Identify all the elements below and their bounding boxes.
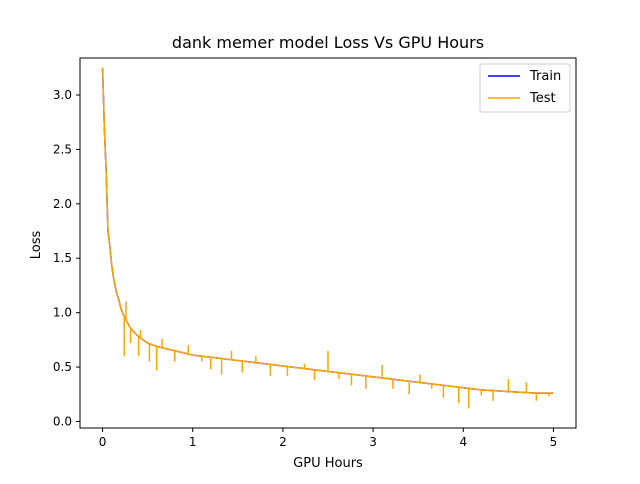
legend: Train Test: [479, 63, 571, 113]
y-tick-label: 1.5: [53, 251, 72, 265]
x-tick-label: 1: [189, 435, 197, 449]
x-tick-label: 5: [550, 435, 558, 449]
y-axis-label: Loss: [29, 231, 44, 260]
x-axis: 0 1 2 3 4 5: [99, 428, 558, 449]
y-tick-label: 1.0: [53, 306, 72, 320]
y-tick-label: 0.5: [53, 360, 72, 374]
x-axis-label: GPU Hours: [293, 456, 363, 471]
x-tick-label: 2: [279, 435, 287, 449]
y-tick-label: 0.0: [53, 414, 72, 428]
x-tick-label: 4: [459, 435, 467, 449]
y-tick-label: 3.0: [53, 88, 72, 102]
series-layer: [101, 67, 554, 409]
y-tick-label: 2.0: [53, 197, 72, 211]
x-tick-label: 3: [369, 435, 377, 449]
legend-test-label: Test: [529, 91, 556, 106]
chart-title: dank memer model Loss Vs GPU Hours: [172, 33, 484, 52]
x-tick-label: 0: [99, 435, 107, 449]
plot-area: [79, 57, 577, 429]
y-axis: 0.0 0.5 1.0 1.5 2.0 2.5 3.0: [53, 88, 80, 428]
legend-train-label: Train: [529, 69, 561, 84]
y-tick-label: 2.5: [53, 142, 72, 156]
